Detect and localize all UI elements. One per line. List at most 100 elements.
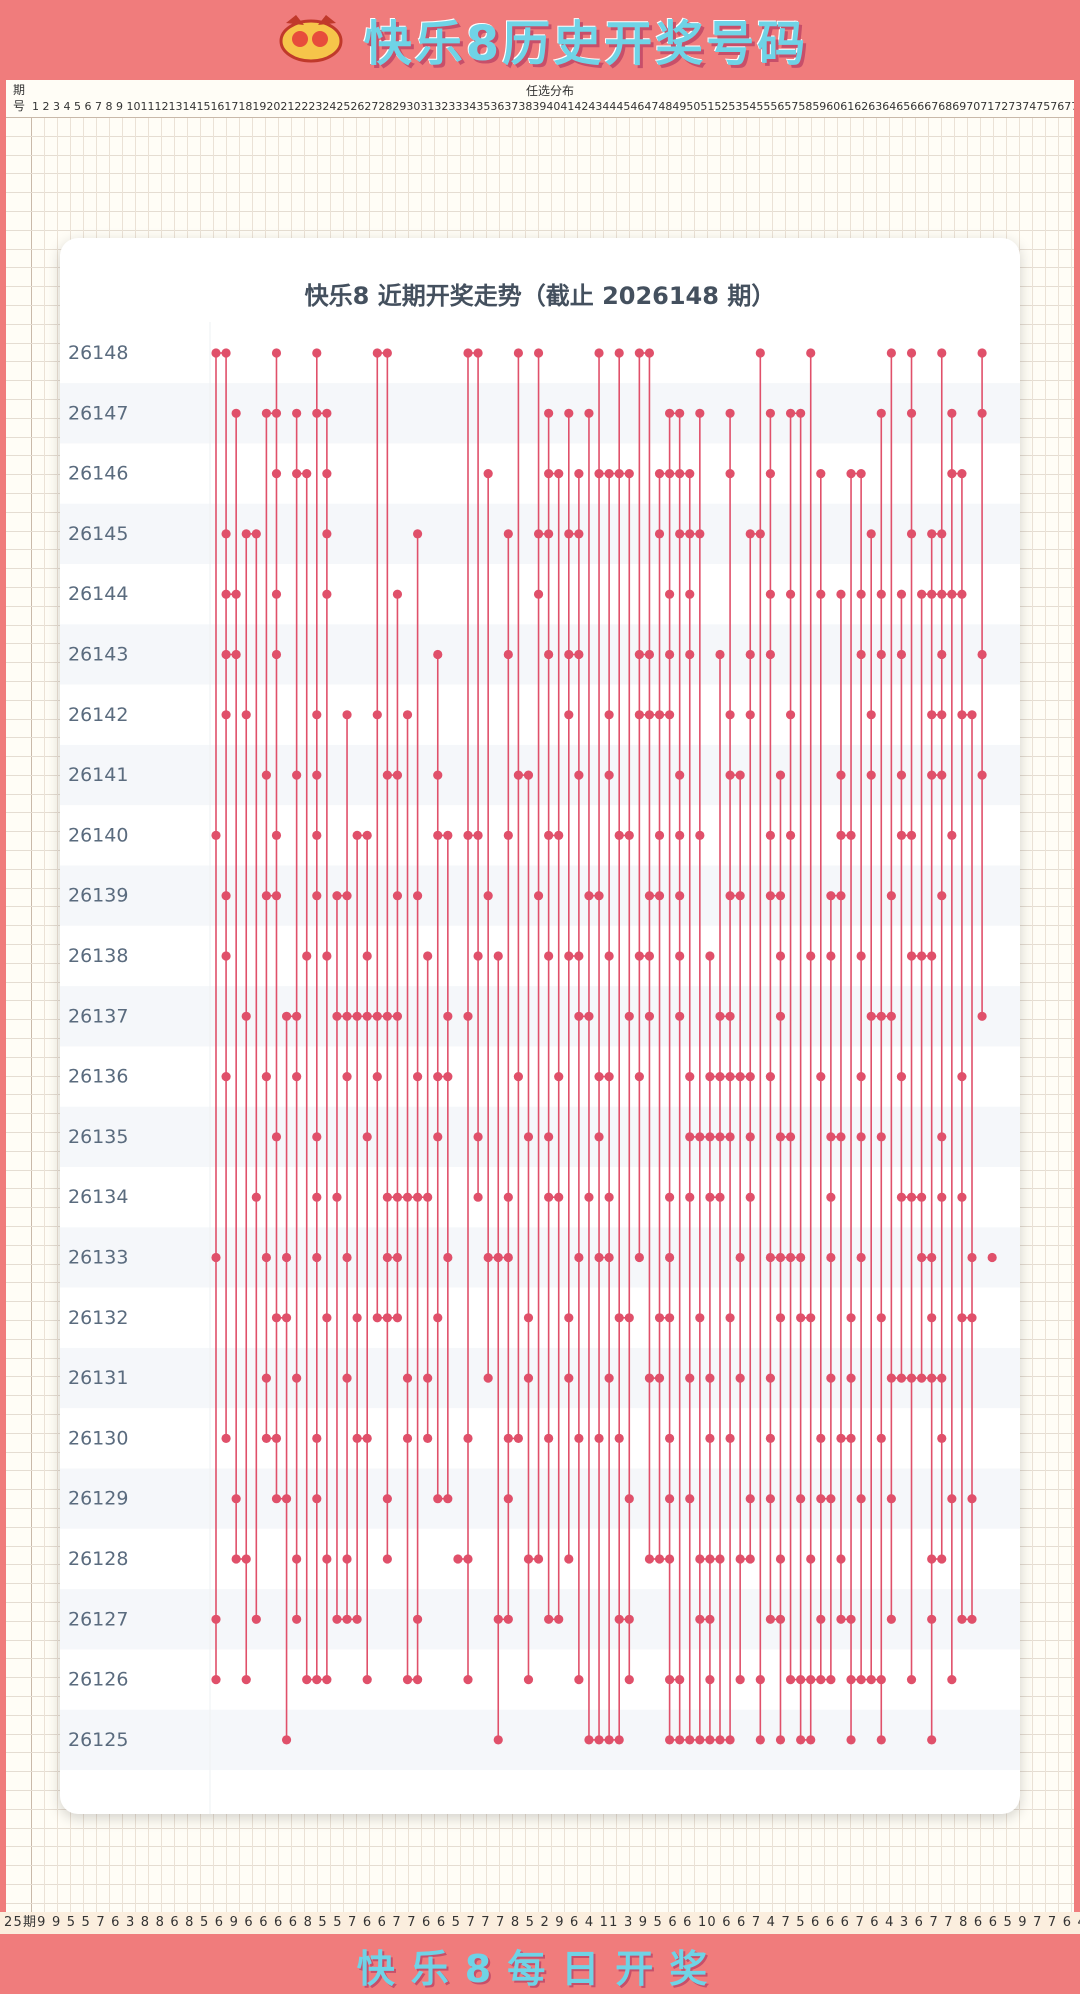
period-row-background: [60, 744, 1020, 806]
draw-point: [775, 1554, 786, 1564]
draw-point: [695, 1614, 705, 1624]
period-row-background: [60, 1347, 1020, 1409]
draw-point: [584, 891, 594, 901]
draw-point: [665, 1554, 675, 1564]
period-row-background: [60, 925, 1020, 987]
draw-point: [342, 1072, 352, 1082]
period-row-background: [60, 1167, 1020, 1228]
draw-point: [574, 469, 584, 479]
draw-point: [755, 348, 765, 358]
draw-point: [654, 710, 665, 720]
period-label: 26125: [68, 1729, 128, 1751]
draw-point: [362, 1433, 372, 1443]
draw-point: [271, 348, 282, 358]
draw-point: [977, 1011, 987, 1021]
draw-point: [927, 770, 937, 780]
draw-point: [413, 529, 423, 539]
draw-point: [876, 1313, 886, 1323]
draw-point: [886, 348, 896, 358]
row-period-cell: [6, 437, 32, 456]
row-period-cell: [6, 1433, 32, 1452]
draw-point: [221, 1433, 231, 1443]
draw-point: [413, 1675, 423, 1685]
draw-point: [906, 348, 917, 358]
draw-point: [927, 710, 937, 720]
draw-point: [745, 1494, 755, 1504]
draw-point: [463, 1675, 473, 1685]
draw-point: [856, 649, 866, 660]
draw-point: [836, 589, 846, 599]
draw-point: [866, 710, 876, 720]
draw-point: [261, 1433, 271, 1443]
draw-point: [886, 1373, 896, 1383]
draw-point: [382, 348, 392, 358]
draw-point: [735, 891, 745, 901]
period-label: 26131: [68, 1367, 128, 1389]
row-period-cell: [6, 230, 32, 249]
draw-point: [392, 1011, 403, 1021]
row-period-cell: [6, 1753, 32, 1772]
draw-point: [765, 1433, 776, 1443]
draw-point: [675, 1011, 685, 1021]
draw-point: [332, 1011, 342, 1021]
row-period-cell: [6, 869, 32, 888]
draw-point: [765, 1614, 776, 1624]
draw-point: [745, 710, 755, 720]
draw-point: [473, 1132, 483, 1142]
draw-point: [564, 408, 574, 418]
banner-title: 快乐8历史开奖号码: [363, 16, 809, 72]
draw-point: [715, 649, 725, 660]
draw-point: [765, 1373, 776, 1383]
draw-point: [523, 1675, 534, 1685]
draw-point: [594, 469, 604, 479]
period-row-background: [60, 1287, 1020, 1348]
draw-point: [433, 770, 443, 780]
draw-point: [443, 1494, 453, 1504]
draw-point: [937, 770, 947, 780]
draw-point: [271, 408, 282, 418]
draw-point: [856, 589, 866, 599]
draw-point: [483, 469, 493, 479]
draw-point: [665, 1252, 675, 1263]
draw-point: [473, 830, 483, 841]
row-period-cell: [6, 399, 32, 418]
draw-point: [947, 469, 957, 479]
draw-point: [604, 1735, 614, 1745]
draw-point: [372, 1313, 382, 1323]
draw-point: [876, 1675, 886, 1685]
draw-point: [362, 830, 372, 841]
row-period-cell: [6, 1133, 32, 1151]
draw-point: [402, 710, 413, 720]
draw-point: [715, 1011, 725, 1021]
draw-point: [312, 770, 322, 780]
draw-point: [957, 589, 967, 599]
draw-point: [271, 1132, 282, 1142]
draw-point: [493, 1252, 503, 1263]
draw-point: [574, 1675, 584, 1685]
draw-point: [231, 408, 241, 418]
draw-point: [806, 1554, 816, 1564]
draw-point: [503, 1192, 513, 1202]
draw-point: [382, 1313, 392, 1323]
period-label: 26133: [68, 1247, 128, 1269]
draw-point: [896, 1373, 907, 1383]
draw-point: [322, 951, 332, 961]
draw-point: [715, 1554, 725, 1564]
draw-point: [735, 1252, 745, 1263]
draw-point: [281, 1313, 292, 1323]
draw-point: [261, 891, 271, 901]
draw-point: [544, 408, 554, 418]
row-period-cell: [6, 1471, 32, 1490]
draw-point: [322, 469, 332, 479]
draw-point: [443, 1011, 453, 1021]
draw-point: [281, 1735, 292, 1745]
draw-point: [705, 1735, 715, 1745]
draw-point: [241, 529, 251, 539]
draw-point: [493, 951, 503, 961]
draw-point: [312, 408, 322, 418]
draw-point: [533, 1554, 544, 1564]
row-period-cell: [6, 1809, 32, 1828]
draw-point: [372, 710, 382, 720]
draw-point: [644, 710, 655, 720]
draw-point: [614, 469, 624, 479]
